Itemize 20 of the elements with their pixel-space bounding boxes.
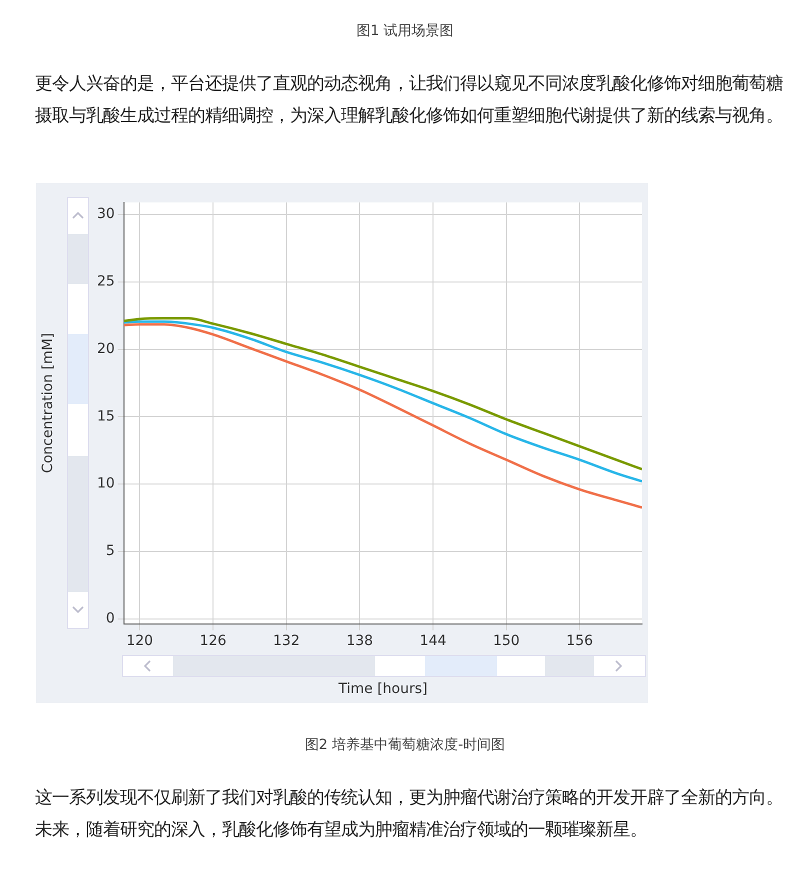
text: 这一系列发现不仅刷新了我们对乳酸的传统认知，更为肿瘤代谢治疗策略的开发开辟了全新的方向。未来，随着研究的深入，乳酸化修饰有望成为肿瘤精准治疗领域的一颗璀璨新星。: [35, 787, 784, 842]
x-tick-label: 120: [126, 633, 154, 650]
x-tick-label: 132: [272, 633, 300, 650]
y-axis-title: Concentration [mM]: [40, 332, 56, 476]
x-tick-label: 126: [200, 633, 226, 650]
text: 图2 培养基中葡萄糖浓度-时间图: [304, 736, 506, 754]
y-tick-label: 10: [96, 476, 115, 492]
text: 更令人兴奋的是，平台还提供了直观的动态视角，让我们得以窥见不同浓度乳酸化修饰对细胞葡萄糖摄取与乳酸生成过程的精细调控，为深入理解乳酸化修饰如何重塑细胞代谢提供了新的线索与视角。: [35, 73, 784, 128]
x-tick-label: 138: [346, 633, 374, 650]
y-tick-label: 30: [96, 206, 115, 222]
y-tick-label: 25: [96, 274, 115, 290]
y-tick-label: 5: [106, 543, 115, 560]
x-tick-label: 150: [492, 633, 520, 650]
caption: 图1 试用场景图: [355, 22, 455, 40]
y-tick-label: 15: [96, 408, 115, 424]
y-tick-label: 20: [96, 340, 115, 357]
x-tick-label: 144: [420, 633, 446, 650]
x-tick-label: 156: [566, 633, 594, 650]
x-axis-title: Time [hours]: [338, 681, 428, 697]
y-tick-label: 0: [106, 610, 115, 626]
